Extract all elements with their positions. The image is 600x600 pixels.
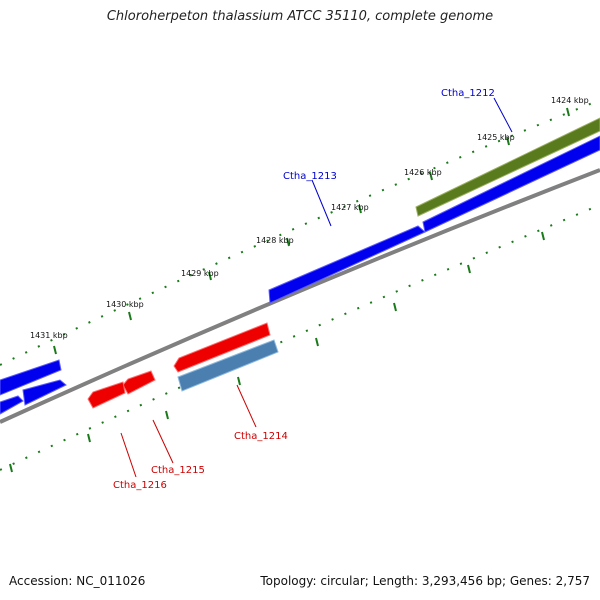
gene-olive-feature[interactable] [415, 117, 600, 217]
tick-label-1427: 1427 kbp [331, 203, 369, 212]
gene-left-forward-1[interactable] [0, 359, 62, 396]
inner-tick-ring [0, 204, 600, 471]
gene-label-ctha-1215[interactable]: Ctha_1215 [151, 465, 205, 476]
tick-label-1426: 1426 kbp [404, 168, 442, 177]
gene-left-forward-3[interactable] [0, 395, 24, 415]
genome-backbone [0, 168, 600, 424]
topology-text: Topology: circular; Length: 3,293,456 bp… [260, 574, 590, 588]
accession-text: Accession: NC_011026 [9, 574, 146, 588]
gene-ctha-1216-feature[interactable] [87, 381, 126, 409]
gene-steel-feature[interactable] [177, 339, 279, 392]
gene-ctha-1213-feature[interactable] [268, 225, 426, 304]
tick-label-1431: 1431 kbp [30, 331, 68, 340]
label-leaders [120, 97, 513, 478]
tick-label-1425: 1425 kbp [477, 133, 515, 142]
gene-label-ctha-1213[interactable]: Ctha_1213 [283, 171, 337, 182]
tick-label-1429: 1429 kbp [181, 269, 219, 278]
tick-label-1428: 1428 kbp [256, 236, 294, 245]
tick-label-1430: 1430 kbp [106, 300, 144, 309]
major-ticks [9, 107, 570, 473]
gene-label-ctha-1214[interactable]: Ctha_1214 [234, 431, 288, 442]
tick-label-1424: 1424 kbp [551, 96, 589, 105]
gene-label-ctha-1212[interactable]: Ctha_1212 [441, 88, 495, 99]
gene-ctha-1212-feature[interactable] [422, 135, 600, 233]
gene-ctha-1215-feature[interactable] [122, 370, 156, 395]
map-title: Chloroherpeton thalassium ATCC 35110, co… [106, 9, 494, 24]
gene-left-forward-2[interactable] [22, 379, 67, 406]
gene-ctha-1214-feature[interactable] [173, 322, 271, 373]
reverse-strand-features [87, 322, 279, 409]
gene-label-ctha-1216[interactable]: Ctha_1216 [113, 480, 167, 491]
forward-strand-features [0, 117, 600, 415]
